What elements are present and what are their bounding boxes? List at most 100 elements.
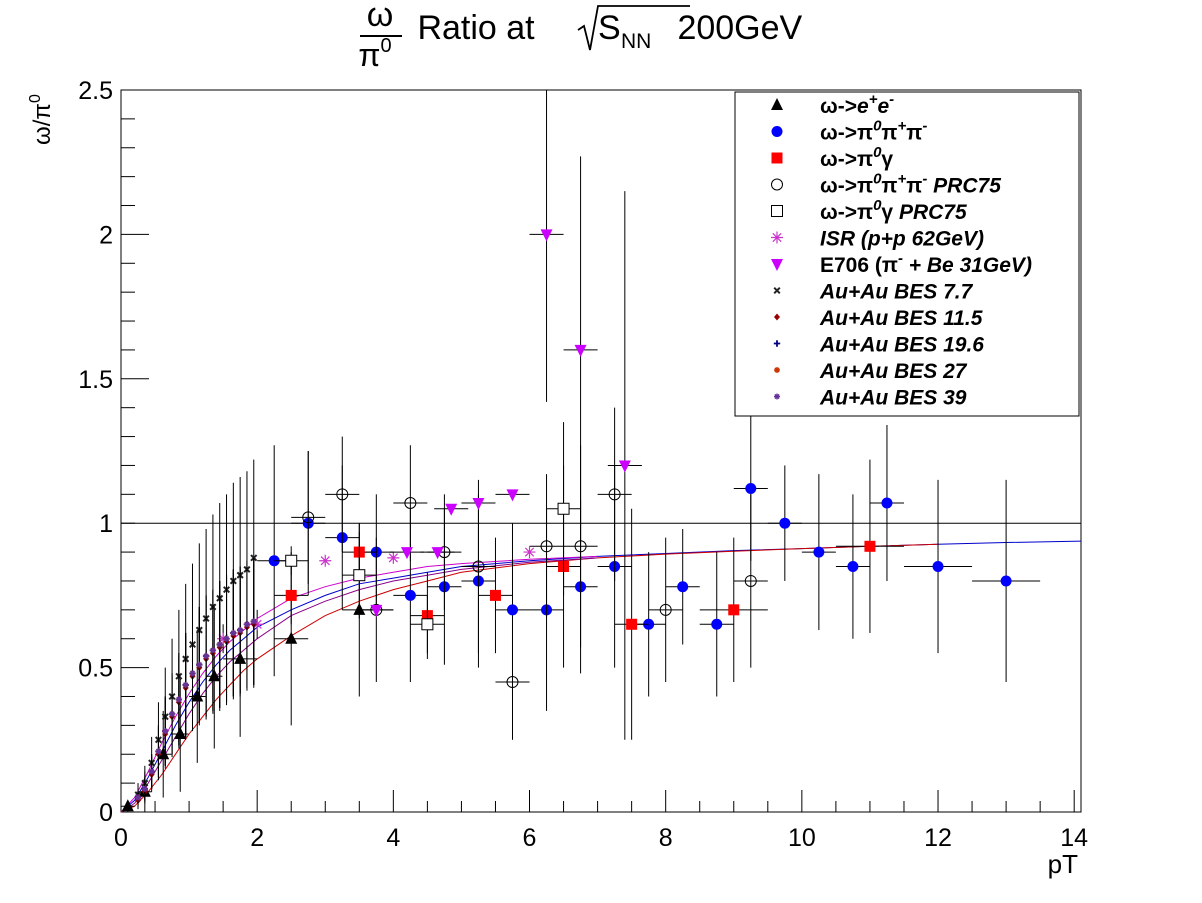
marker-triangle-down: [445, 503, 458, 516]
data-point: [461, 497, 496, 510]
legend-entry-b39: Au+Au BES 39: [774, 387, 967, 410]
y-tick-label: 0: [99, 799, 113, 827]
y-tick-label: 1: [99, 510, 113, 538]
legend-label: Au+Au BES 19.6: [819, 334, 984, 357]
legend-label: Au+Au BES 27: [819, 360, 968, 383]
marker-square: [771, 152, 783, 164]
data-point: [216, 580, 223, 709]
data-point: [478, 537, 513, 654]
x-tick-label: 2: [250, 824, 264, 852]
data-point: [546, 422, 581, 596]
marker-small-star: [182, 681, 189, 688]
marker-small-star: [169, 710, 176, 717]
fit-curves: [120, 540, 1082, 813]
marker-triangle-up: [208, 669, 221, 682]
marker-circle: [847, 561, 859, 573]
data-point: [665, 528, 700, 645]
marker-small-star: [135, 794, 142, 801]
x-tick-label: 12: [924, 824, 952, 852]
marker-small-star: [148, 768, 155, 775]
legend-entry-pg: ω->π0γ: [771, 144, 893, 171]
data-point: [607, 191, 642, 740]
data-point: [420, 547, 455, 560]
marker-triangle-down: [540, 229, 553, 242]
data-point: [387, 551, 400, 564]
marker-small-star: [209, 647, 216, 654]
x-tick-label: 6: [523, 824, 537, 852]
data-point: [835, 494, 870, 639]
marker-square: [489, 589, 501, 601]
legend-label: E706 (π- + Be 31GeV): [820, 250, 1032, 277]
marker-open-square: [285, 554, 298, 567]
marker-open-circle: [506, 676, 519, 689]
data-point: [495, 624, 530, 740]
marker-star: [251, 618, 264, 631]
data-point: [495, 489, 530, 502]
title-sqrt-subscript: NN: [621, 30, 651, 53]
y-tick-labels: 0 0.5 1 1.5 2 2.5: [78, 77, 113, 827]
y-tick-label: 2: [99, 221, 113, 249]
axis-ticks: [120, 89, 1075, 813]
marker-square: [864, 540, 876, 552]
y-tick-label: 0.5: [78, 655, 113, 683]
data-point: [529, 474, 564, 619]
data-point: [121, 799, 135, 812]
data-point: [835, 459, 904, 633]
marker-small-star: [250, 618, 257, 625]
marker-triangle-down: [400, 547, 413, 560]
data-point: [182, 632, 189, 737]
legend-label: ω->π0π+π- PRC75: [820, 171, 1001, 198]
series-group: [274, 459, 904, 740]
data-point: [217, 624, 230, 654]
data-point: [648, 537, 683, 683]
legend-entry-ppp: ω->π0π+π-: [771, 118, 927, 145]
legend-entry-isr: ISR (p+p 62GeV): [771, 228, 984, 251]
data-point: [325, 436, 360, 553]
series-group: [274, 422, 581, 654]
series-group: [135, 557, 257, 807]
data-point: [141, 777, 148, 801]
title-fraction-numerator: ω: [367, 0, 394, 34]
data-point: [903, 479, 973, 654]
y-axis-label: ω/π0: [27, 94, 56, 145]
marker-star: [523, 546, 536, 559]
title-sqrt-s: S: [598, 9, 621, 47]
marker-triangle-down: [618, 460, 631, 473]
marker-triangle-up: [157, 747, 170, 760]
marker-open-circle: [336, 488, 349, 501]
legend-label: ω->π0γ PRC75: [820, 197, 967, 224]
legend-entry-b77: Au+Au BES 7.7: [773, 281, 974, 304]
legend-label: ω->e+e-: [820, 91, 894, 118]
marker-small-star: [155, 748, 162, 755]
marker-square: [626, 618, 638, 630]
legend-label: Au+Au BES 11.5: [819, 307, 983, 330]
data-point: [189, 630, 206, 763]
marker-triangle-down: [771, 259, 783, 271]
marker-open-square: [557, 502, 570, 515]
marker-small-star: [243, 621, 250, 628]
data-point: [410, 595, 445, 654]
series-group: [135, 557, 257, 807]
marker-circle: [711, 618, 723, 630]
marker-circle: [779, 517, 791, 529]
marker-star: [771, 231, 783, 244]
marker-circle: [932, 561, 944, 573]
marker-triangle-down: [431, 547, 444, 560]
data-point: [972, 479, 1041, 683]
marker-plus: [773, 340, 781, 347]
marker-star: [387, 551, 400, 564]
x-tick-label: 4: [386, 824, 400, 852]
marker-small-star: [189, 670, 196, 677]
marker-triangle-up: [285, 631, 298, 644]
x-tick-label: 0: [114, 824, 128, 852]
marker-open-circle: [404, 496, 417, 509]
data-point: [733, 494, 768, 668]
data-point: [237, 566, 244, 694]
marker-circle: [506, 604, 518, 616]
marker-cross: [773, 286, 781, 295]
data-point: [250, 557, 257, 685]
marker-small-star: [203, 653, 210, 660]
data-point: [162, 696, 169, 766]
legend-entry-pg75: ω->π0γ PRC75: [771, 197, 967, 224]
